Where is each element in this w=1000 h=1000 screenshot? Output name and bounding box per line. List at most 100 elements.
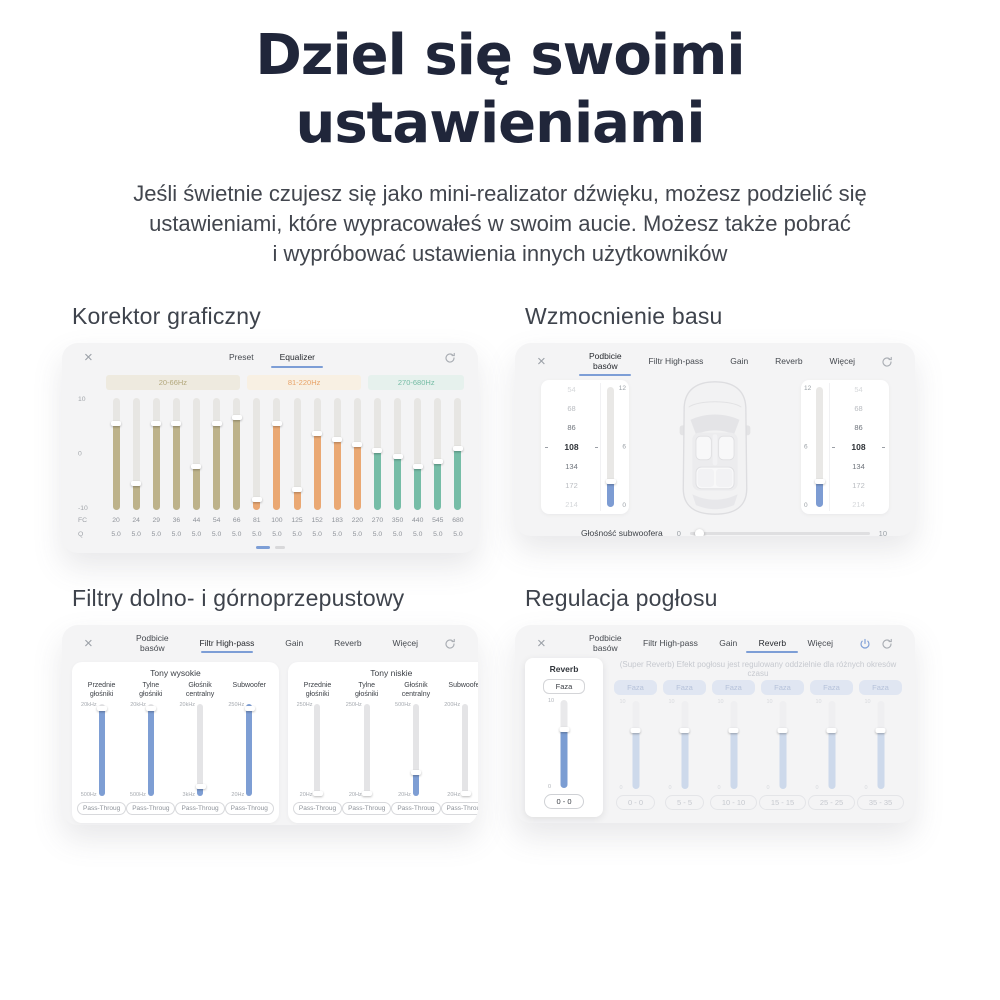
refresh-icon[interactable]	[444, 638, 456, 650]
cutoff-slider[interactable]: 250Hz 20Hz	[228, 702, 264, 798]
slider-track[interactable]	[372, 398, 383, 510]
eq-band-slider[interactable]	[186, 398, 206, 510]
bass-frequency-option[interactable]: 134	[852, 462, 865, 471]
bass-frequency-option[interactable]: 134	[565, 462, 578, 471]
slider-handle[interactable]	[332, 437, 343, 443]
slider-handle[interactable]	[452, 446, 463, 452]
cutoff-slider[interactable]: 20kHz 500Hz	[130, 702, 166, 798]
eq-band-slider[interactable]	[227, 398, 247, 510]
slider-track[interactable]	[460, 704, 471, 797]
slider-handle[interactable]	[559, 726, 569, 732]
slider-handle[interactable]	[411, 769, 422, 775]
eq-band-slider[interactable]	[207, 398, 227, 510]
slider-handle[interactable]	[826, 727, 837, 733]
slider-track[interactable]	[352, 398, 363, 510]
slider-handle[interactable]	[292, 486, 303, 492]
eq-band-slider[interactable]	[106, 398, 126, 510]
slider-track[interactable]	[97, 704, 108, 797]
slider-track[interactable]	[452, 398, 463, 510]
bass-frequency-option[interactable]: 108	[543, 443, 600, 452]
slider-track[interactable]	[146, 704, 157, 797]
slider-handle[interactable]	[97, 706, 108, 712]
slider-handle[interactable]	[146, 706, 157, 712]
slider-track[interactable]	[244, 704, 255, 797]
tab-reverb[interactable]: Reverb	[334, 638, 361, 649]
pass-through-button[interactable]: Pass-Throug	[224, 802, 274, 816]
slider-handle[interactable]	[195, 784, 206, 790]
slider-handle[interactable]	[111, 420, 122, 426]
slider-handle[interactable]	[211, 420, 222, 426]
slider-handle[interactable]	[131, 481, 142, 487]
slider-track[interactable]	[605, 387, 616, 508]
eq-band-slider[interactable]	[428, 398, 448, 510]
slider-handle[interactable]	[352, 441, 363, 447]
slider-handle[interactable]	[695, 528, 705, 536]
slider-track[interactable]	[362, 704, 373, 797]
slider-handle[interactable]	[244, 706, 255, 712]
eq-band-slider[interactable]	[267, 398, 287, 510]
slider-handle[interactable]	[814, 478, 825, 484]
eq-band-slider[interactable]	[307, 398, 327, 510]
faza-button[interactable]: Faza	[542, 679, 586, 695]
refresh-icon[interactable]	[881, 356, 893, 368]
pass-through-button[interactable]: Pass-Throug	[292, 802, 343, 816]
slider-track[interactable]	[412, 398, 423, 510]
tab-wiecej[interactable]: Więcej	[829, 356, 855, 367]
eq-band-slider[interactable]	[287, 398, 307, 510]
tab-preset[interactable]: Preset	[229, 352, 254, 363]
bass-frequency-option[interactable]: 68	[567, 404, 576, 414]
slider-handle[interactable]	[605, 478, 616, 484]
slider-handle[interactable]	[412, 464, 423, 470]
close-icon[interactable]: ×	[537, 634, 546, 652]
bass-gain-slider[interactable]: 12 6 0	[803, 383, 830, 512]
tab-podbicie-basow[interactable]: Podbicie basów	[579, 351, 632, 377]
bass-frequency-option[interactable]: 54	[854, 385, 863, 395]
eq-band-slider[interactable]	[388, 398, 408, 510]
cutoff-slider[interactable]: 500Hz 20Hz	[395, 702, 431, 798]
slider-track[interactable]	[312, 398, 323, 510]
cutoff-slider[interactable]: 250Hz 20Hz	[297, 702, 332, 798]
tab-equalizer[interactable]: Equalizer	[271, 352, 324, 368]
slider-track[interactable]	[171, 398, 182, 510]
pass-through-button[interactable]: Pass-Throug	[440, 802, 478, 816]
slider-handle[interactable]	[679, 727, 690, 733]
cutoff-slider[interactable]: 20kHz 500Hz	[81, 702, 117, 798]
cutoff-slider[interactable]: 200Hz 20Hz	[444, 702, 478, 798]
time-range-pill[interactable]: 0 - 0	[544, 794, 584, 810]
slider-track[interactable]	[292, 398, 303, 510]
slider-track[interactable]	[211, 398, 222, 510]
slider-handle[interactable]	[312, 791, 323, 797]
slider-handle[interactable]	[630, 727, 641, 733]
slider-handle[interactable]	[151, 420, 162, 426]
bass-frequency-option[interactable]: 54	[567, 385, 576, 395]
slider-track[interactable]	[559, 700, 569, 789]
close-icon[interactable]: ×	[84, 634, 93, 652]
slider-track[interactable]	[151, 398, 162, 510]
slider-track[interactable]	[111, 398, 122, 510]
bass-frequency-option[interactable]: 108	[830, 443, 887, 452]
eq-band-slider[interactable]	[367, 398, 387, 510]
eq-band-slider[interactable]	[146, 398, 166, 510]
slider-track[interactable]	[814, 387, 825, 508]
close-icon[interactable]: ×	[537, 352, 546, 370]
bass-frequency-option[interactable]: 214	[565, 499, 578, 509]
bass-frequency-option[interactable]: 86	[854, 423, 863, 433]
cutoff-slider[interactable]: 20kHz 3kHz	[179, 702, 215, 798]
tab-reverb[interactable]: Reverb	[775, 356, 802, 367]
slider-handle[interactable]	[271, 420, 282, 426]
eq-band-slider[interactable]	[327, 398, 347, 510]
pass-through-button[interactable]: Pass-Throug	[175, 802, 225, 816]
tab-filtr-high-pass[interactable]: Filtr High-pass	[643, 638, 698, 649]
bass-frequency-option[interactable]: 172	[565, 480, 578, 490]
page-dot[interactable]	[255, 546, 270, 549]
bass-frequency-option[interactable]: 86	[567, 423, 576, 433]
slider-track[interactable]	[131, 398, 142, 510]
slider-track[interactable]	[251, 398, 262, 510]
slider-track[interactable]	[271, 398, 282, 510]
tab-filtr-high-pass[interactable]: Filtr High-pass	[200, 638, 254, 654]
slider-track[interactable]	[411, 704, 422, 797]
pass-through-button[interactable]: Pass-Throug	[342, 802, 392, 816]
close-icon[interactable]: ×	[84, 349, 93, 366]
reverb-slider[interactable]: 10 0	[548, 698, 577, 790]
slider-track[interactable]	[312, 704, 323, 797]
